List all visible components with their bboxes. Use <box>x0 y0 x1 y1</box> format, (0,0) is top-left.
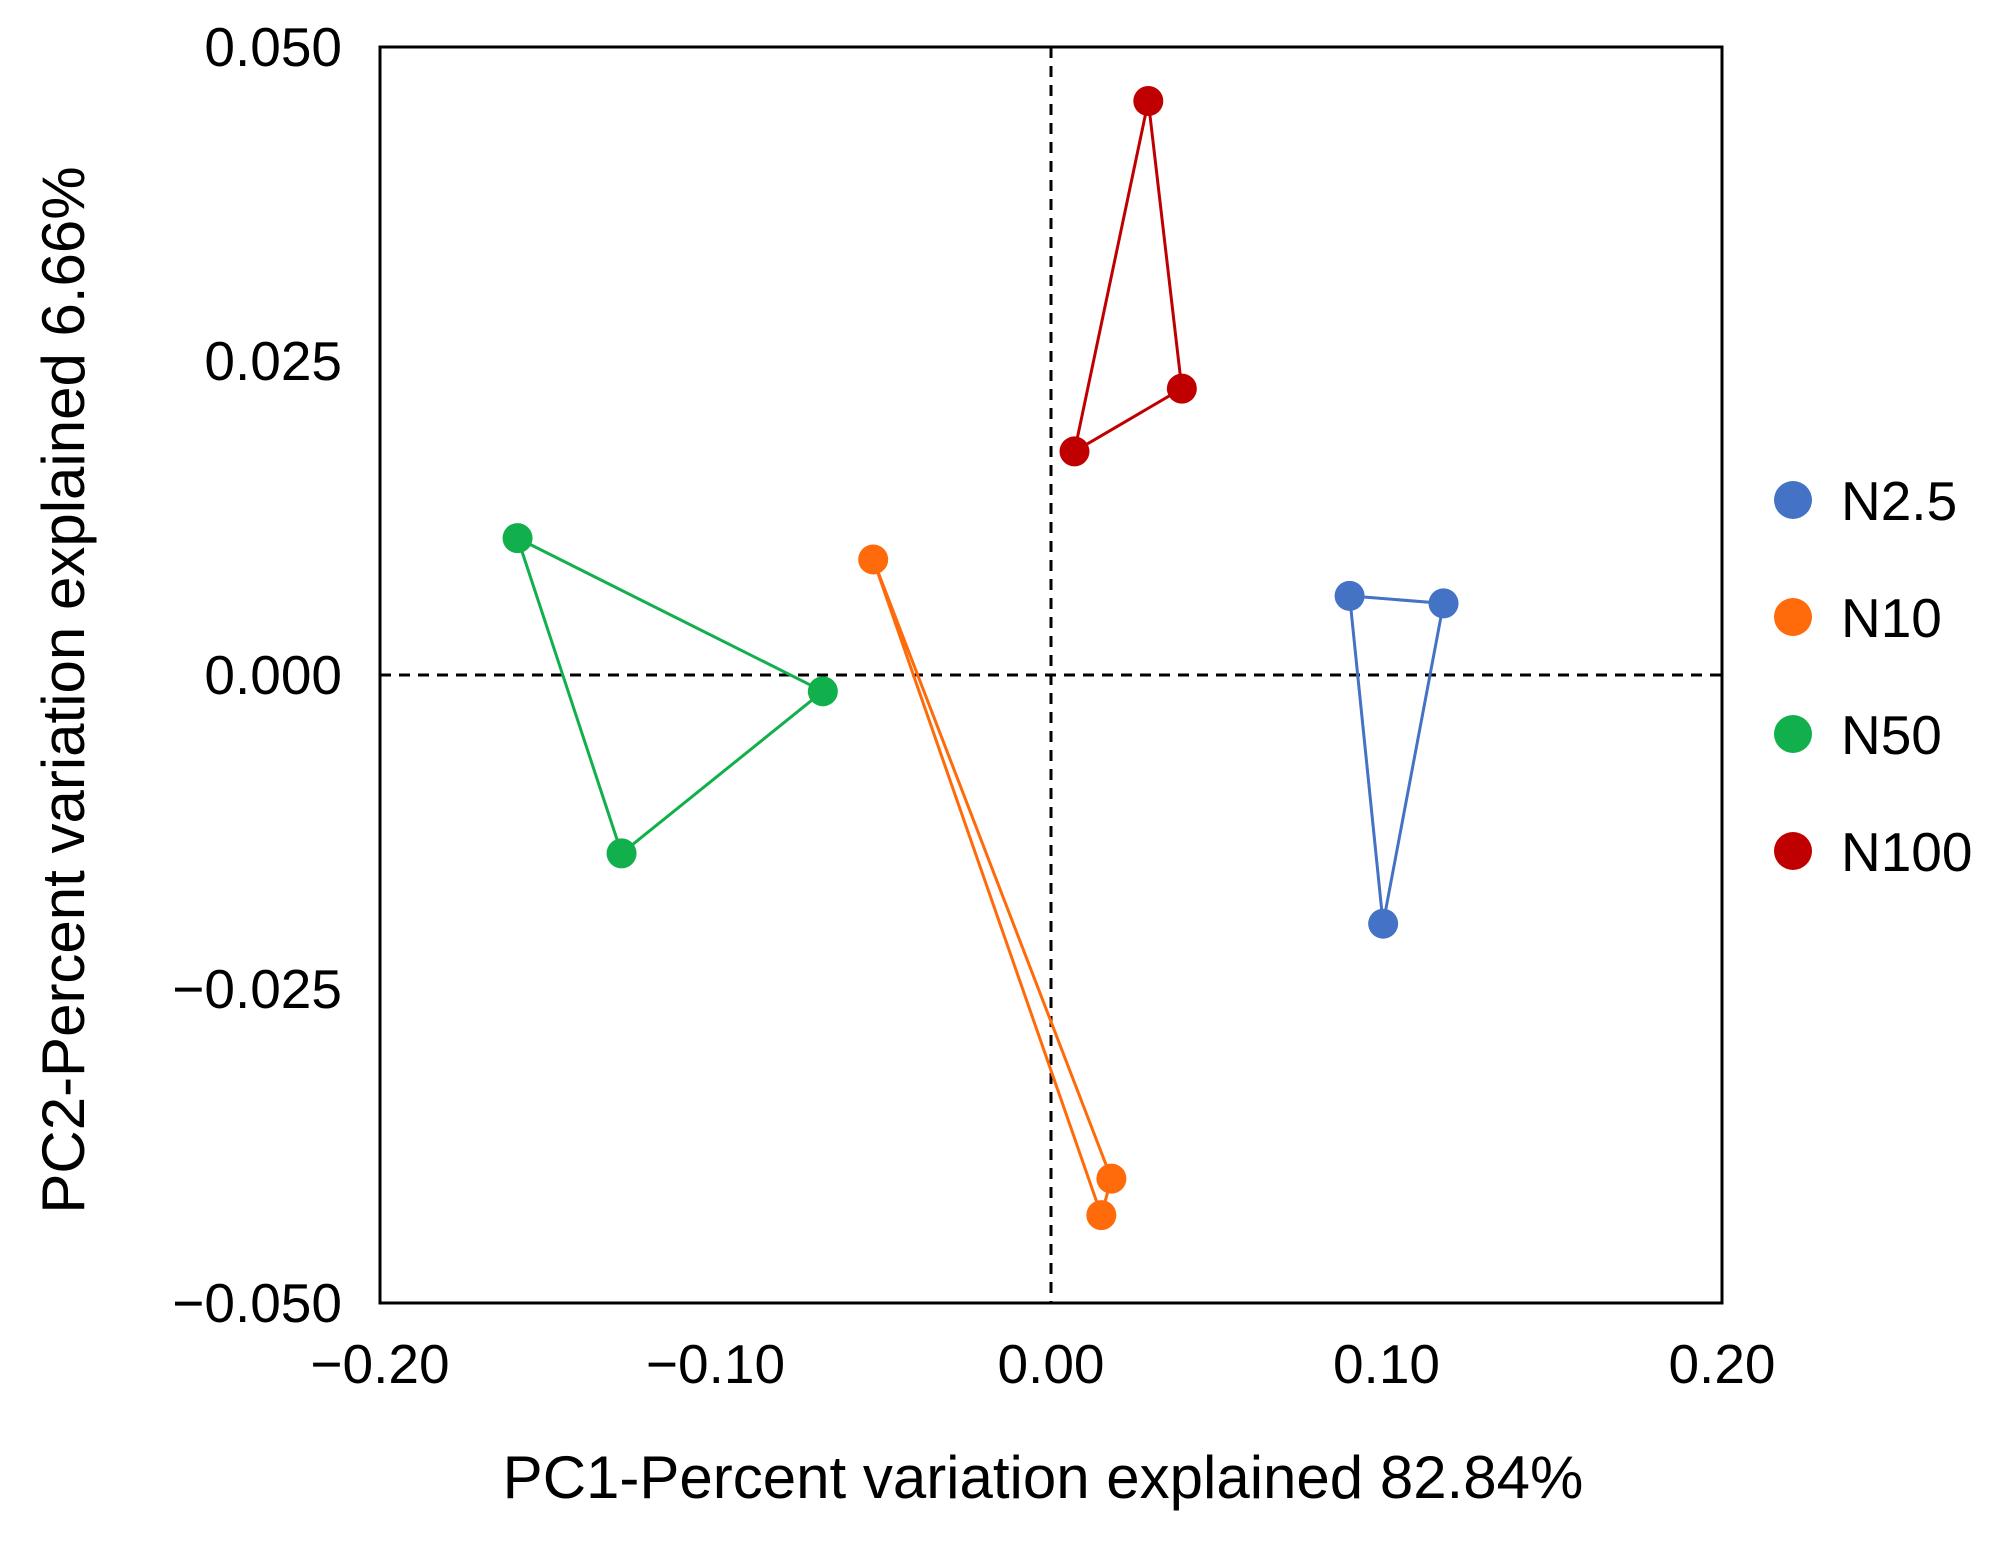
y-tick-label: 0.025 <box>204 330 342 392</box>
data-point-n2-5-2 <box>1428 588 1459 619</box>
data-point-n100-3 <box>1059 436 1090 467</box>
y-tick-label: −0.050 <box>172 1272 342 1334</box>
data-point-n2-5-1 <box>1334 580 1365 611</box>
data-point-n50-3 <box>606 838 637 869</box>
legend-marker-n100 <box>1774 832 1812 870</box>
data-point-n100-1 <box>1133 86 1164 117</box>
y-tick-label: 0.050 <box>204 16 342 78</box>
plot-frame <box>378 45 1724 1305</box>
legend-marker-n2-5 <box>1774 481 1812 519</box>
data-point-n2-5-3 <box>1368 908 1399 939</box>
hull-n2-5 <box>1348 594 1445 926</box>
hull-n50 <box>516 536 825 855</box>
legend-label-n100: N100 <box>1841 821 1972 883</box>
legend-marker-n10 <box>1774 598 1812 636</box>
x-tick-label: 0.00 <box>997 1333 1104 1395</box>
legend-label-n10: N10 <box>1841 587 1942 649</box>
plot-area <box>378 45 1724 1305</box>
data-point-n10-1 <box>858 544 889 575</box>
x-axis-title: PC1-Percent variation explained 82.84% <box>503 1444 1584 1511</box>
x-tick-label: −0.20 <box>310 1333 449 1395</box>
hull-n100 <box>1073 99 1184 453</box>
legend-label-n2-5: N2.5 <box>1841 470 1957 532</box>
y-axis-tick-labels: 0.050 0.025 0.000 −0.025 −0.050 <box>172 16 342 1334</box>
legend-marker-n50 <box>1774 715 1812 753</box>
hull-n10 <box>871 557 1113 1217</box>
y-tick-label: 0.000 <box>204 644 342 706</box>
data-point-n10-3 <box>1086 1200 1117 1231</box>
data-point-n50-2 <box>807 676 838 707</box>
y-axis-title: PC2-Percent variation explained 6.66% <box>30 166 97 1213</box>
data-point-n50-1 <box>502 523 533 554</box>
x-axis-tick-labels: −0.20 −0.10 0.00 0.10 0.20 <box>310 1333 1775 1395</box>
y-tick-label: −0.025 <box>172 958 342 1020</box>
legend-label-n50: N50 <box>1841 704 1942 766</box>
x-tick-label: 0.20 <box>1668 1333 1775 1395</box>
data-point-n10-2 <box>1096 1163 1127 1194</box>
x-tick-label: −0.10 <box>646 1333 785 1395</box>
legend: N2.5 N10 N50 N100 <box>1774 470 1972 883</box>
data-point-n100-2 <box>1166 373 1197 404</box>
x-tick-label: 0.10 <box>1333 1333 1440 1395</box>
